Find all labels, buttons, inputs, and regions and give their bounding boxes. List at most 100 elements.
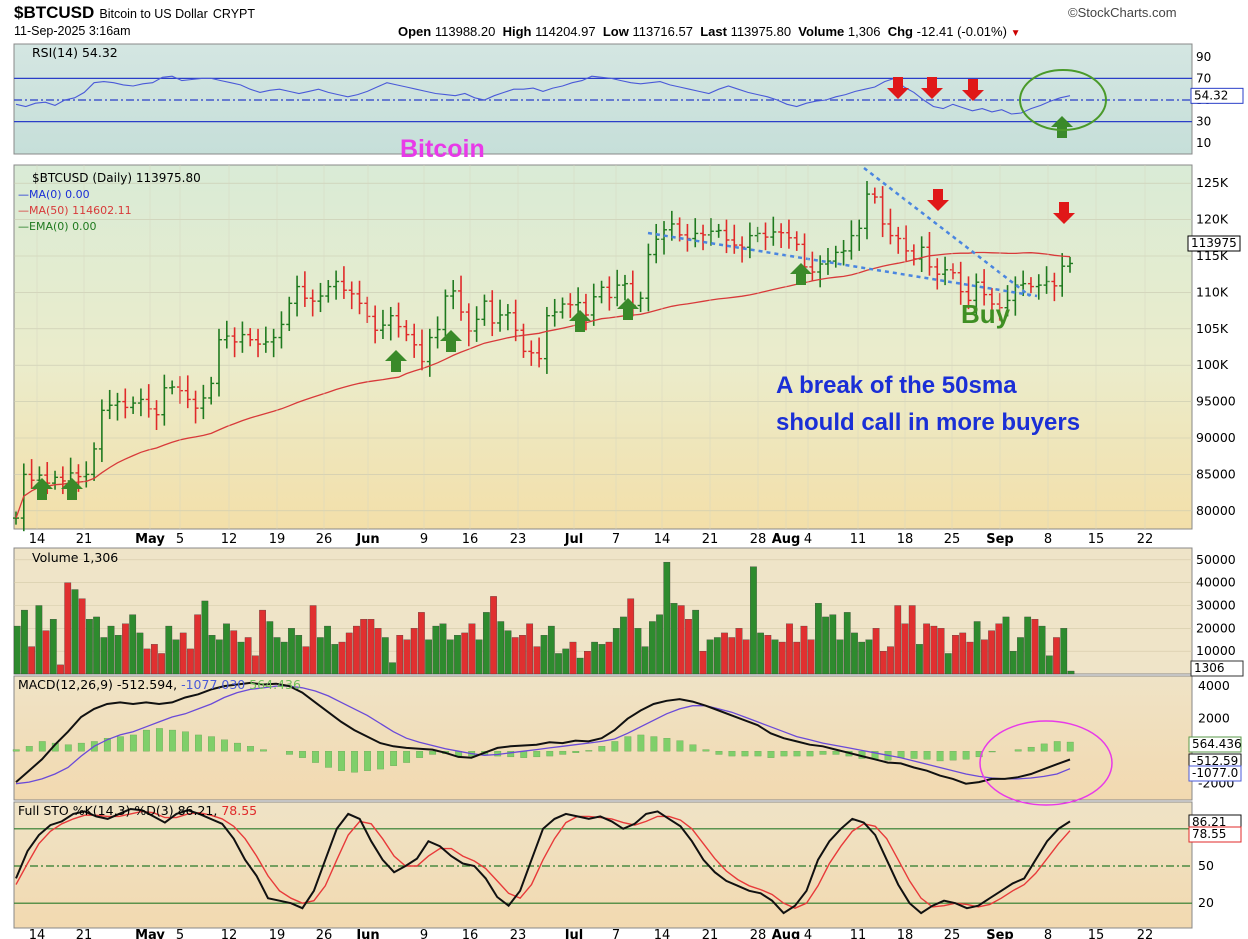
x-axis-label-bottom: 18 (897, 928, 914, 939)
volume-bar (973, 621, 981, 675)
volume-bar (273, 637, 281, 675)
volume-bar (288, 628, 295, 675)
macd-hist-bar (650, 736, 658, 752)
volume-bar (316, 637, 324, 675)
volume-bar (71, 589, 79, 675)
volume-bar (136, 632, 144, 675)
volume-bar (533, 646, 541, 675)
macd-hist-bar (182, 731, 189, 752)
macd-hist-bar (923, 751, 931, 760)
macd-hist-bar (299, 751, 306, 758)
volume-bar (42, 630, 50, 675)
volume-bar (800, 625, 808, 675)
volume-bar (374, 628, 382, 675)
volume-bar (338, 641, 346, 675)
x-axis-label-bottom: 23 (510, 928, 527, 939)
x-axis-label-bottom: 21 (702, 928, 719, 939)
x-axis-label-bottom: Aug (772, 928, 801, 939)
macd-hist-bar (195, 734, 202, 752)
chart-header: $BTCUSD Bitcoin to US Dollar CRYPT (14, 3, 255, 23)
x-axis-label: 16 (462, 532, 479, 547)
macd-hist-bar (793, 751, 801, 757)
volume-bar (1017, 637, 1024, 675)
rsi-y-tick: 70 (1196, 71, 1211, 85)
x-axis-label: 21 (702, 532, 719, 547)
symbol-name: Bitcoin to US Dollar (99, 7, 208, 21)
high-value: 114204.97 (535, 24, 596, 39)
volume-bar (259, 609, 266, 675)
volume-bar (158, 653, 165, 675)
rsi-y-tick: 10 (1196, 136, 1211, 150)
volume-bar (699, 651, 707, 675)
price-y-tick: 90000 (1196, 430, 1236, 445)
volume-bar (57, 664, 64, 675)
resistance-trendline (863, 167, 1031, 297)
volume-bar (995, 623, 1003, 675)
volume-bar (988, 630, 995, 675)
macd-hist-bar (312, 751, 319, 763)
x-axis-label: Sep (986, 532, 1014, 547)
macd-hist-bar (247, 746, 254, 752)
volume-bar (757, 632, 764, 675)
volume-bar (86, 619, 93, 675)
x-axis-label-bottom: 15 (1088, 928, 1105, 939)
volume-bar (100, 637, 108, 675)
price-y-tick: 120K (1196, 212, 1229, 227)
rsi-y-tick: 90 (1196, 50, 1211, 64)
sto-d-line (15, 810, 1071, 909)
volume-y-tick: 10000 (1196, 643, 1236, 658)
volume-legend: Volume 1,306 (32, 550, 118, 565)
x-axis-label-bottom: 7 (612, 928, 620, 939)
volume-bar (418, 612, 425, 675)
volume-bar (649, 621, 656, 675)
x-axis-label: 7 (612, 532, 620, 547)
macd-hist-bar (585, 750, 593, 752)
volume-bar (179, 632, 187, 675)
x-axis-label-bottom: 9 (420, 928, 428, 939)
macd-legend: MACD(12,26,9) -512.594, -1077.030 564.43… (18, 677, 301, 692)
x-axis-label: 23 (510, 532, 527, 547)
volume-bar (959, 632, 967, 675)
volume-last-label: 1306 (1194, 661, 1225, 675)
volume-bar (981, 639, 988, 675)
macd-hist-bar (949, 751, 957, 761)
macd-hist-bar (728, 751, 736, 757)
volume-bar (353, 625, 360, 675)
macd-value-label: -512.59 (1192, 754, 1238, 768)
break-note-line1: A break of the 50sma (776, 372, 1017, 399)
x-axis-label: Jul (564, 532, 584, 547)
macd-hist-bar (25, 746, 33, 752)
x-axis-label: Aug (772, 532, 801, 547)
x-axis-label: 14 (654, 532, 671, 547)
x-axis-label-bottom: 26 (316, 928, 333, 939)
sto-y-tick: 20 (1198, 895, 1214, 910)
ma0-legend: —MA(0) 0.00 (18, 188, 90, 201)
volume-bar (439, 623, 447, 675)
price-y-tick: 100K (1196, 357, 1229, 372)
buy-up-arrow-icon (385, 350, 407, 372)
macd-highlight-circle (979, 720, 1113, 806)
macd-hist-bar (1053, 741, 1061, 752)
volume-bar (143, 648, 151, 675)
rsi-down-arrow-icon (921, 77, 943, 99)
volume-bar (129, 614, 137, 675)
volume-bar (685, 619, 692, 675)
price-panel (13, 164, 1193, 530)
volume-bar (742, 639, 750, 675)
volume-bar (215, 639, 223, 675)
volume-bar (93, 616, 100, 675)
volume-bar (345, 632, 353, 675)
volume-bar (822, 616, 829, 675)
x-axis-label: 21 (76, 532, 93, 547)
sell-down-arrow-icon (1053, 202, 1075, 224)
volume-bar (627, 598, 635, 675)
macd-hist-bar (715, 751, 723, 755)
volume-bar (475, 639, 483, 675)
x-axis-label-bottom: 16 (462, 928, 479, 939)
x-axis-label-bottom: 4 (804, 928, 812, 939)
rsi-last-label-box (1190, 87, 1244, 104)
sto-d-label-box (1188, 826, 1242, 843)
macd-signal-line (15, 685, 1071, 785)
x-axis-label: Jun (355, 532, 379, 547)
